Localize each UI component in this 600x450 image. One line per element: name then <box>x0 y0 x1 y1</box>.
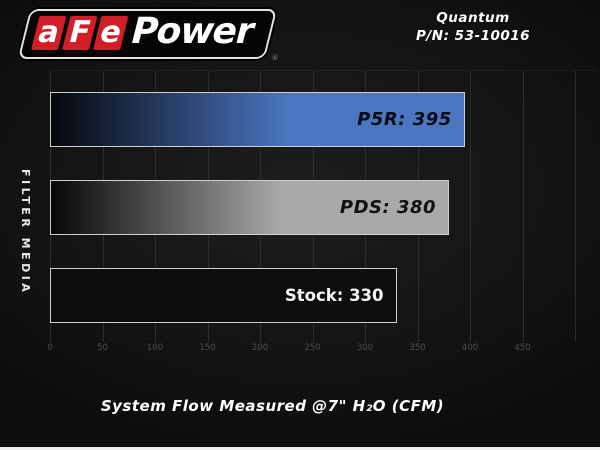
logo-letter: a <box>34 15 64 50</box>
x-tick-50: 50 <box>97 343 108 353</box>
x-tick-200: 200 <box>251 343 269 353</box>
x-axis-caption: System Flow Measured @7" H₂O (CFM) <box>100 397 445 415</box>
logo-letter-f: F <box>62 15 98 50</box>
bar-pds: PDS: 380 <box>50 180 450 235</box>
x-tick-0: 0 <box>47 343 53 353</box>
registered-trademark-mark: ® <box>271 54 279 62</box>
bar-label-stock: Stock: 330 <box>284 286 384 305</box>
bar-stock: Stock: 330 <box>50 268 397 323</box>
logo-letter-blocks: a F e <box>31 15 129 50</box>
y-axis-label: FILTER MEDIA <box>19 168 32 296</box>
plot-area: P5R: 395 PDS: 380 Stock: 330 <box>50 70 595 342</box>
logo-letter: e <box>96 15 126 50</box>
logo-box: a F e Power <box>17 9 277 59</box>
gridline-450 <box>522 71 524 342</box>
logo-wordmark: Power <box>126 11 259 52</box>
x-tick-350: 350 <box>409 343 426 353</box>
afe-power-logo: a F e Power ® <box>17 9 279 62</box>
bar-label-p5r: P5R: 395 <box>357 109 452 130</box>
logo-letter-a: a <box>31 15 67 50</box>
bar-label-pds: PDS: 380 <box>339 197 437 218</box>
product-name: Quantum <box>436 10 510 26</box>
logo-letter: F <box>65 15 95 50</box>
bottom-edge-strip <box>0 447 600 450</box>
product-info: Quantum P/N: 53-10016 <box>392 10 554 45</box>
logo-letter-e: e <box>93 15 129 50</box>
x-tick-150: 150 <box>199 343 216 353</box>
bars-container: P5R: 395 PDS: 380 Stock: 330 <box>50 71 595 342</box>
x-axis-ticks: 0 50 100 150 200 250 300 350 400 450 <box>47 343 595 355</box>
x-tick-300: 300 <box>356 343 374 353</box>
x-tick-250: 250 <box>304 343 321 353</box>
x-tick-100: 100 <box>146 343 164 353</box>
gridline-400 <box>470 71 472 342</box>
x-tick-450: 450 <box>514 343 531 353</box>
product-part-number: P/N: 53-10016 <box>415 27 531 44</box>
bar-p5r: P5R: 395 <box>50 92 465 147</box>
x-tick-400: 400 <box>461 343 479 353</box>
gridline-500 <box>575 71 577 342</box>
